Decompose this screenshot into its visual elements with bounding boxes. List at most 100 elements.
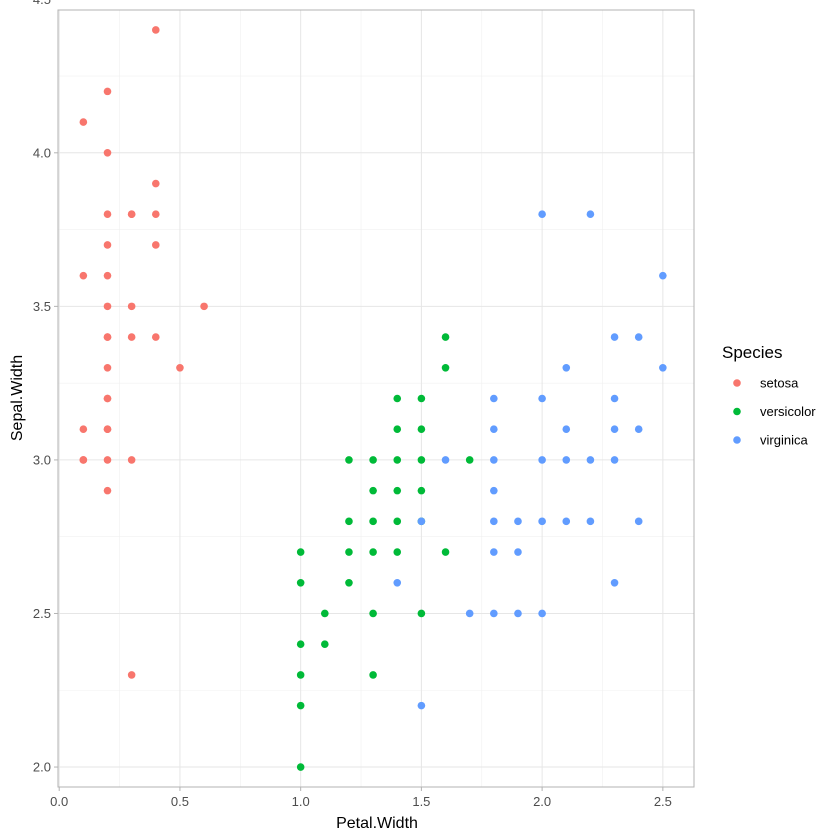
legend-label-versicolor: versicolor	[760, 404, 816, 419]
data-point-virginica	[514, 548, 522, 556]
data-point-setosa	[127, 210, 136, 219]
data-point-virginica	[490, 456, 498, 464]
data-point-virginica	[538, 394, 546, 403]
x-tick-label: 2.5	[654, 794, 672, 809]
data-point-versicolor	[393, 394, 402, 403]
data-point-virginica	[634, 517, 643, 526]
data-point-setosa	[103, 456, 112, 464]
x-axis-ticks: 0.0 0.5 1.0 1.5 2.0 2.5	[50, 787, 672, 809]
data-point-virginica	[490, 425, 498, 434]
data-point-versicolor	[393, 517, 402, 526]
data-point-versicolor	[345, 517, 353, 526]
data-point-setosa	[127, 302, 136, 311]
data-point-versicolor	[393, 486, 402, 495]
data-point-setosa	[79, 425, 88, 434]
data-point-versicolor	[369, 671, 377, 679]
data-point-virginica	[465, 609, 474, 618]
data-point-virginica	[610, 578, 619, 587]
data-point-setosa	[151, 179, 160, 188]
data-point-virginica	[562, 425, 571, 434]
data-point-virginica	[490, 609, 498, 618]
data-point-virginica	[538, 210, 546, 219]
y-tick-label: 4.5	[33, 0, 51, 7]
data-point-versicolor	[417, 456, 426, 464]
data-point-versicolor	[417, 394, 426, 403]
data-point-setosa	[103, 210, 112, 219]
data-point-setosa	[79, 456, 88, 464]
y-tick-label: 2.0	[33, 760, 51, 775]
data-point-setosa	[151, 210, 160, 219]
legend-key-setosa	[733, 379, 741, 387]
legend-label-virginica: virginica	[760, 433, 808, 448]
legend-key-virginica	[733, 436, 741, 444]
data-point-virginica	[417, 517, 426, 526]
data-point-versicolor	[441, 333, 450, 341]
y-axis-title: Sepal.Width	[9, 355, 26, 441]
data-point-versicolor	[296, 701, 305, 710]
data-point-virginica	[586, 517, 595, 526]
data-point-virginica	[393, 578, 402, 587]
data-point-versicolor	[441, 363, 450, 372]
legend-items: setosa versicolor virginica	[733, 376, 816, 448]
data-point-setosa	[103, 486, 112, 495]
data-point-versicolor	[369, 517, 377, 526]
data-point-setosa	[151, 26, 160, 34]
data-point-setosa	[103, 241, 112, 249]
y-tick-label: 3.5	[33, 299, 51, 314]
data-point-virginica	[659, 271, 667, 280]
data-point-virginica	[417, 701, 426, 710]
x-tick-label: 1.5	[412, 794, 430, 809]
data-point-versicolor	[393, 425, 402, 434]
data-point-versicolor	[296, 548, 305, 556]
legend: Species setosa versicolor virginica	[722, 343, 816, 448]
data-point-versicolor	[393, 548, 402, 556]
data-point-setosa	[103, 425, 112, 434]
data-point-setosa	[79, 271, 88, 280]
data-point-versicolor	[321, 609, 329, 618]
data-point-virginica	[490, 394, 498, 403]
x-axis-title: Petal.Width	[336, 815, 418, 832]
data-point-virginica	[634, 425, 643, 434]
data-point-versicolor	[417, 425, 426, 434]
data-point-versicolor	[321, 640, 329, 648]
data-point-versicolor	[345, 456, 353, 464]
data-point-setosa	[127, 456, 136, 464]
data-point-setosa	[127, 671, 136, 679]
data-point-virginica	[490, 517, 498, 526]
data-point-setosa	[103, 394, 112, 403]
data-point-setosa	[103, 87, 112, 96]
data-point-virginica	[586, 210, 595, 219]
data-point-virginica	[634, 333, 643, 341]
data-point-virginica	[490, 486, 498, 495]
y-axis-ticks: 2.0 2.5 3.0 3.5 4.0 4.5	[33, 0, 58, 775]
data-point-versicolor	[345, 548, 353, 556]
x-tick-label: 0.5	[171, 794, 189, 809]
data-point-virginica	[562, 456, 571, 464]
data-point-virginica	[538, 517, 546, 526]
y-tick-label: 3.0	[33, 452, 51, 467]
data-point-setosa	[151, 333, 160, 341]
data-point-virginica	[562, 363, 571, 372]
data-point-versicolor	[296, 578, 305, 587]
data-point-virginica	[490, 548, 498, 556]
data-point-setosa	[103, 271, 112, 280]
panel-border	[57, 9, 695, 788]
data-point-versicolor	[369, 456, 377, 464]
data-point-versicolor	[345, 578, 353, 587]
minor-gridlines	[58, 10, 694, 787]
data-point-virginica	[610, 425, 619, 434]
x-tick-label: 0.0	[50, 794, 68, 809]
data-point-versicolor	[441, 548, 450, 556]
data-point-versicolor	[417, 486, 426, 495]
data-point-setosa	[200, 302, 208, 311]
data-point-virginica	[659, 363, 667, 372]
data-point-setosa	[103, 302, 112, 311]
y-tick-label: 2.5	[33, 606, 51, 621]
data-point-versicolor	[296, 671, 305, 679]
data-point-versicolor	[369, 548, 377, 556]
data-point-virginica	[610, 333, 619, 341]
data-point-versicolor	[369, 486, 377, 495]
data-point-virginica	[441, 456, 450, 464]
